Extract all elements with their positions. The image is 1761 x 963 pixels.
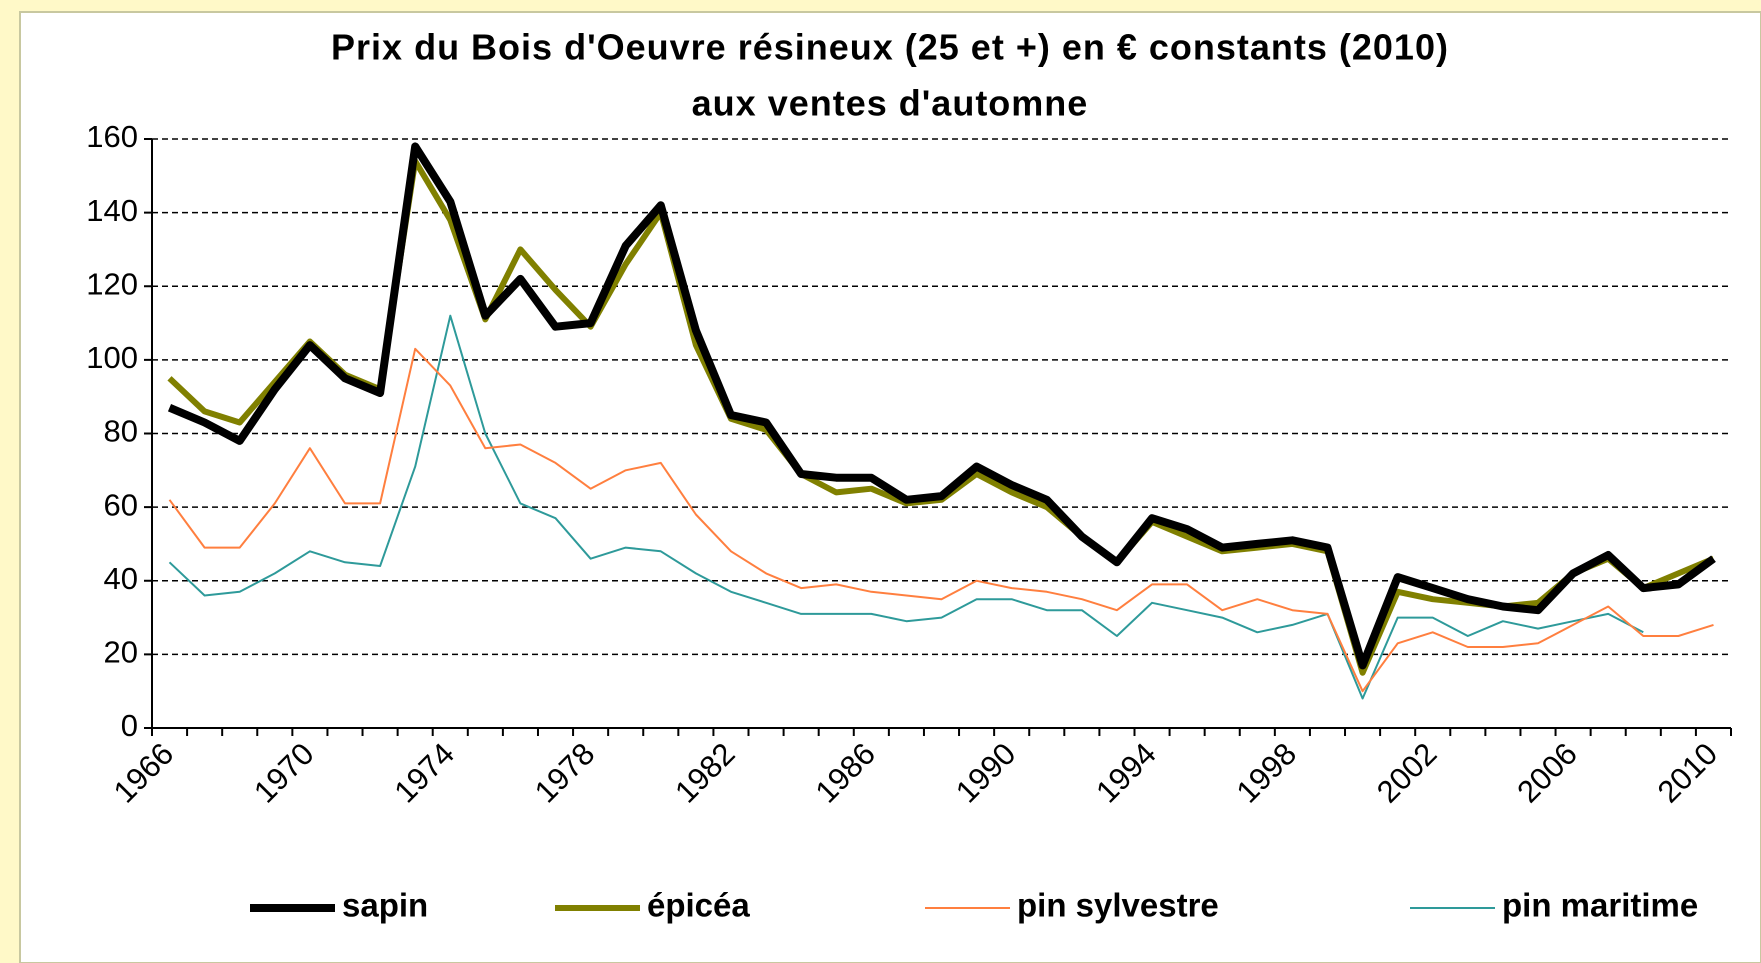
y-tick-label: 160 xyxy=(86,119,138,154)
y-tick-label: 120 xyxy=(86,266,138,301)
series-line xyxy=(168,314,1644,700)
series-line xyxy=(168,347,1714,693)
chart-title: Prix du Bois d'Oeuvre résineux (25 et +)… xyxy=(331,27,1449,68)
legend-label: sapin xyxy=(342,887,428,924)
y-tick-label: 100 xyxy=(86,340,138,375)
legend-label: pin sylvestre xyxy=(1017,887,1219,924)
chart-subtitle: aux ventes d'automne xyxy=(692,83,1089,124)
series-line xyxy=(167,142,1716,670)
y-tick-label: 80 xyxy=(104,414,138,449)
y-tick-label: 20 xyxy=(104,635,138,670)
y-tick-label: 0 xyxy=(121,708,138,743)
y-tick-label: 140 xyxy=(86,193,138,228)
legend-label: épicéa xyxy=(647,887,750,924)
y-tick-label: 40 xyxy=(104,561,138,596)
legend-label: pin maritime xyxy=(1502,887,1698,924)
y-tick-label: 60 xyxy=(104,487,138,522)
